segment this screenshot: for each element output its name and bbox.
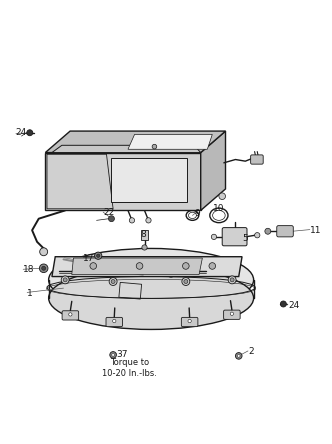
Ellipse shape (48, 267, 254, 329)
Polygon shape (72, 258, 203, 274)
Text: 18: 18 (23, 266, 35, 274)
FancyBboxPatch shape (62, 311, 79, 320)
Text: 11: 11 (310, 226, 321, 235)
Polygon shape (45, 131, 225, 153)
Text: 8: 8 (140, 230, 146, 239)
Circle shape (152, 144, 157, 149)
Circle shape (228, 276, 236, 284)
Circle shape (61, 276, 69, 284)
Circle shape (63, 278, 67, 282)
Circle shape (109, 278, 117, 285)
Bar (141, 230, 148, 240)
Circle shape (113, 319, 116, 323)
FancyBboxPatch shape (222, 228, 247, 246)
Text: 24: 24 (288, 301, 299, 310)
Circle shape (188, 319, 191, 323)
Circle shape (235, 353, 242, 359)
Circle shape (42, 266, 46, 270)
Polygon shape (128, 135, 212, 149)
Circle shape (230, 312, 233, 315)
Polygon shape (201, 131, 225, 210)
Text: Torque to
10-20 In.-lbs.: Torque to 10-20 In.-lbs. (102, 358, 157, 378)
Circle shape (129, 218, 134, 223)
Text: 37: 37 (117, 350, 128, 359)
Circle shape (255, 233, 260, 238)
Circle shape (281, 301, 286, 307)
Circle shape (230, 278, 234, 282)
Circle shape (142, 245, 147, 250)
Text: 2: 2 (249, 347, 254, 356)
Circle shape (110, 352, 117, 358)
Ellipse shape (48, 249, 254, 311)
Circle shape (112, 353, 115, 356)
Circle shape (95, 252, 102, 259)
Circle shape (184, 280, 188, 283)
Circle shape (182, 278, 190, 285)
Polygon shape (52, 257, 242, 277)
Text: 10: 10 (213, 204, 225, 213)
Text: 9: 9 (195, 209, 200, 218)
Circle shape (211, 234, 216, 239)
Text: 5: 5 (242, 234, 248, 243)
Polygon shape (52, 145, 201, 153)
Circle shape (219, 193, 225, 199)
Text: 22: 22 (103, 208, 115, 217)
Circle shape (97, 254, 100, 258)
FancyBboxPatch shape (181, 317, 198, 327)
Circle shape (40, 248, 47, 256)
Circle shape (265, 228, 271, 234)
Bar (112, 158, 188, 202)
Circle shape (209, 263, 215, 269)
Bar (119, 282, 141, 299)
FancyBboxPatch shape (106, 317, 123, 327)
Circle shape (237, 355, 240, 357)
Text: 24: 24 (16, 128, 27, 137)
FancyBboxPatch shape (277, 226, 293, 237)
Polygon shape (45, 153, 201, 210)
Circle shape (40, 264, 48, 273)
Circle shape (146, 218, 151, 223)
Circle shape (111, 280, 115, 283)
Circle shape (183, 263, 189, 269)
Circle shape (27, 130, 33, 136)
FancyBboxPatch shape (224, 310, 240, 319)
Text: 17: 17 (83, 254, 95, 263)
Circle shape (90, 263, 97, 269)
FancyBboxPatch shape (251, 155, 263, 164)
Text: 1: 1 (27, 289, 33, 297)
Circle shape (136, 263, 143, 269)
Circle shape (69, 313, 72, 316)
Circle shape (109, 216, 115, 222)
